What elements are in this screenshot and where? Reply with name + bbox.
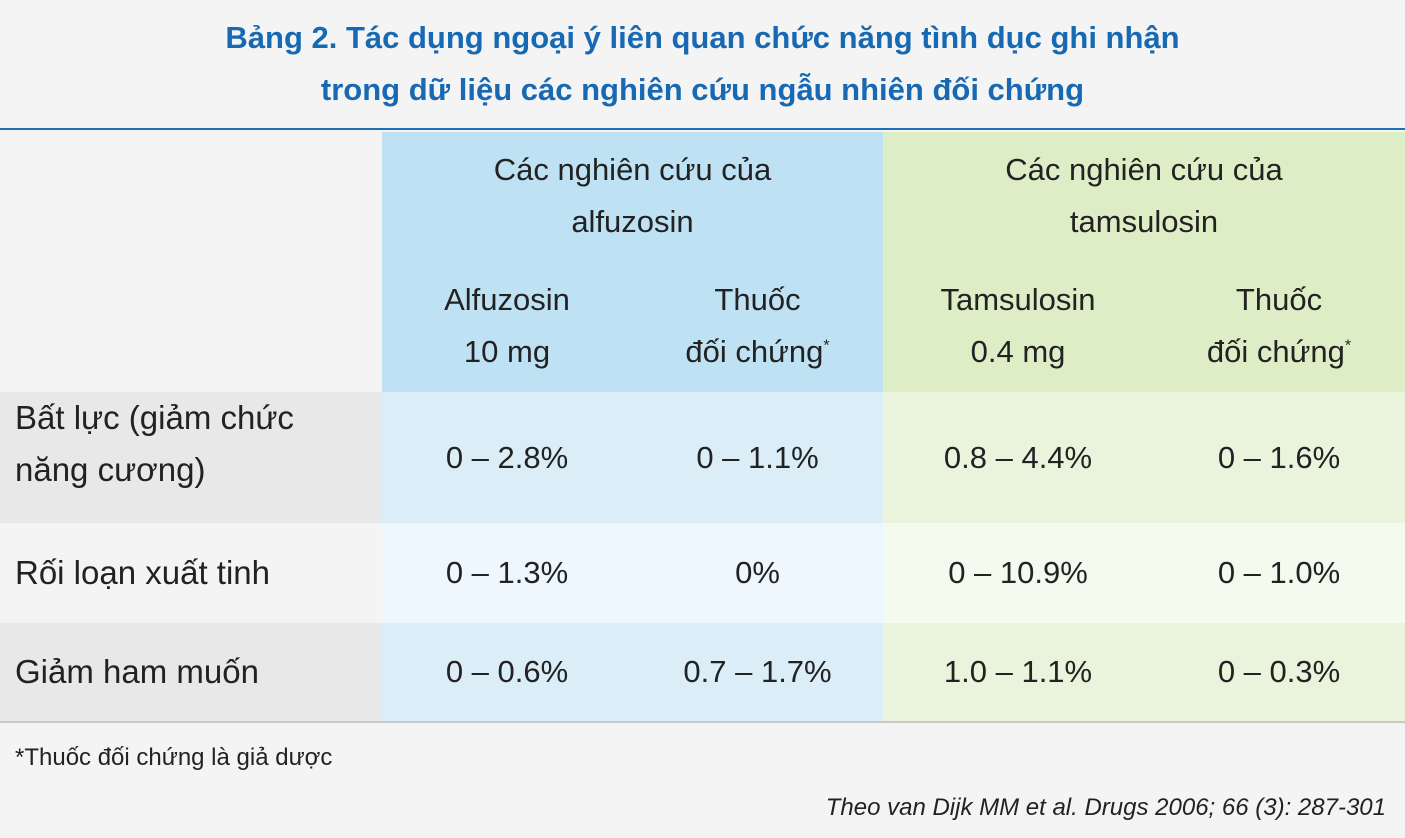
cell-value: 0 – 2.8% [382,392,632,523]
footnote-marker: * [1344,337,1352,355]
col-header-placebo-a: Thuốc đối chứng* [632,260,883,392]
footnote: *Thuốc đối chứng là giả dược [15,744,333,771]
source-citation: Theo van Dijk MM et al. Drugs 2006; 66 (… [825,794,1386,821]
cell-value: 0 – 1.1% [632,392,883,523]
col-header-line2: 10 mg [463,334,551,369]
col-header-line1: Tamsulosin [940,282,1096,317]
row-label-line2: năng cương) [15,451,206,488]
col-header-line1: Thuốc [714,282,801,317]
cell-value: 0% [632,523,883,623]
col-header-line2: 0.4 mg [970,334,1066,369]
group-tamsulosin-line1: Các nghiên cứu của [1005,152,1283,187]
cell-value: 0 – 10.9% [883,523,1153,623]
col-header-placebo-t: Thuốc đối chứng* [1153,260,1405,392]
cell-value: 0.7 – 1.7% [632,623,883,721]
table-bottom-border [0,721,1405,723]
cell-value: 0 – 1.0% [1153,523,1405,623]
group-tamsulosin-line2: tamsulosin [1069,204,1219,239]
cell-value: 0 – 0.3% [1153,623,1405,721]
col-header-line1: Alfuzosin [444,282,570,317]
table-title: Bảng 2. Tác dụng ngoại ý liên quan chức … [0,0,1405,130]
col-header-line2: đối chứng [1206,334,1345,369]
cell-value: 0 – 0.6% [382,623,632,721]
col-header-alfuzosin: Alfuzosin 10 mg [382,260,632,392]
header-empty-cell [0,132,382,392]
row-label-ejaculation: Rối loạn xuất tinh [0,523,382,623]
footnote-marker: * [823,337,830,355]
group-header-alfuzosin: Các nghiên cứu của alfuzosin [382,132,883,260]
group-alfuzosin-line2: alfuzosin [571,204,694,239]
group-header-tamsulosin: Các nghiên cứu của tamsulosin [883,132,1405,260]
row-label-line1: Bất lực (giảm chức [15,399,294,436]
col-header-line2: đối chứng [685,334,824,369]
group-alfuzosin-line1: Các nghiên cứu của [493,152,772,187]
row-label-libido: Giảm ham muốn [0,623,382,721]
col-header-tamsulosin: Tamsulosin 0.4 mg [883,260,1153,392]
title-line-1: Bảng 2. Tác dụng ngoại ý liên quan chức … [225,20,1180,55]
col-header-line1: Thuốc [1235,282,1323,317]
cell-value: 0 – 1.3% [382,523,632,623]
cell-value: 0 – 1.6% [1153,392,1405,523]
row-label-impotence: Bất lực (giảm chức năng cương) [0,392,382,523]
cell-value: 1.0 – 1.1% [883,623,1153,721]
cell-value: 0.8 – 4.4% [883,392,1153,523]
title-line-2: trong dữ liệu các nghiên cứu ngẫu nhiên … [320,72,1085,107]
